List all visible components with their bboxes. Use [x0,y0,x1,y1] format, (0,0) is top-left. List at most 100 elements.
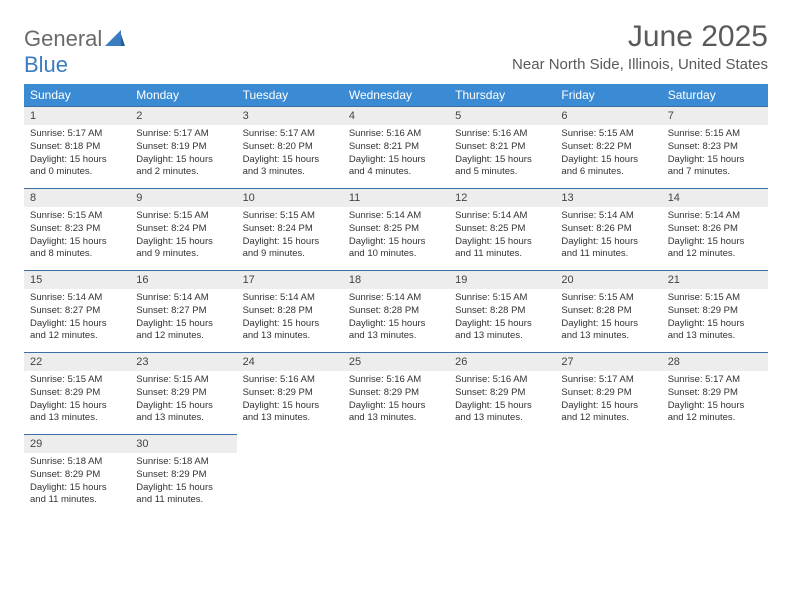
day-details: Sunrise: 5:17 AM Sunset: 8:29 PM Dayligh… [662,371,768,431]
calendar-day-cell: 12Sunrise: 5:14 AM Sunset: 8:25 PM Dayli… [449,188,555,270]
day-details: Sunrise: 5:15 AM Sunset: 8:28 PM Dayligh… [449,289,555,349]
day-number: 17 [237,270,343,289]
day-details: Sunrise: 5:14 AM Sunset: 8:26 PM Dayligh… [555,207,661,267]
calendar-day-cell: 28Sunrise: 5:17 AM Sunset: 8:29 PM Dayli… [662,352,768,434]
day-number: 14 [662,188,768,207]
day-number: 6 [555,106,661,125]
day-number: 30 [130,434,236,453]
calendar-day-cell: 26Sunrise: 5:16 AM Sunset: 8:29 PM Dayli… [449,352,555,434]
weekday-header: Monday [130,84,236,106]
day-number: 15 [24,270,130,289]
calendar-day-cell: 21Sunrise: 5:15 AM Sunset: 8:29 PM Dayli… [662,270,768,352]
calendar-day-cell: 16Sunrise: 5:14 AM Sunset: 8:27 PM Dayli… [130,270,236,352]
calendar-week-row: 15Sunrise: 5:14 AM Sunset: 8:27 PM Dayli… [24,270,768,352]
calendar-day-cell: .. [237,434,343,516]
calendar-day-cell: 14Sunrise: 5:14 AM Sunset: 8:26 PM Dayli… [662,188,768,270]
calendar-day-cell: 3Sunrise: 5:17 AM Sunset: 8:20 PM Daylig… [237,106,343,188]
day-number: 24 [237,352,343,371]
calendar-day-cell: .. [343,434,449,516]
day-number: 22 [24,352,130,371]
header: General Blue June 2025 Near North Side, … [24,20,768,78]
day-details: Sunrise: 5:15 AM Sunset: 8:24 PM Dayligh… [237,207,343,267]
weekday-header: Friday [555,84,661,106]
day-number: 23 [130,352,236,371]
day-details: Sunrise: 5:15 AM Sunset: 8:23 PM Dayligh… [662,125,768,185]
calendar-day-cell: 10Sunrise: 5:15 AM Sunset: 8:24 PM Dayli… [237,188,343,270]
calendar-table: SundayMondayTuesdayWednesdayThursdayFrid… [24,84,768,516]
calendar-day-cell: 25Sunrise: 5:16 AM Sunset: 8:29 PM Dayli… [343,352,449,434]
day-number: 26 [449,352,555,371]
calendar-week-row: 29Sunrise: 5:18 AM Sunset: 8:29 PM Dayli… [24,434,768,516]
day-details: Sunrise: 5:14 AM Sunset: 8:26 PM Dayligh… [662,207,768,267]
day-number: 7 [662,106,768,125]
weekday-header: Tuesday [237,84,343,106]
calendar-day-cell: 30Sunrise: 5:18 AM Sunset: 8:29 PM Dayli… [130,434,236,516]
logo-part2: Blue [24,52,68,77]
logo-sail-icon [105,33,125,50]
calendar-day-cell: 1Sunrise: 5:17 AM Sunset: 8:18 PM Daylig… [24,106,130,188]
calendar-day-cell: 18Sunrise: 5:14 AM Sunset: 8:28 PM Dayli… [343,270,449,352]
calendar-day-cell: 7Sunrise: 5:15 AM Sunset: 8:23 PM Daylig… [662,106,768,188]
day-details: Sunrise: 5:14 AM Sunset: 8:28 PM Dayligh… [343,289,449,349]
logo-text: General Blue [24,26,125,78]
day-number: 29 [24,434,130,453]
calendar-week-row: 8Sunrise: 5:15 AM Sunset: 8:23 PM Daylig… [24,188,768,270]
day-details: Sunrise: 5:15 AM Sunset: 8:23 PM Dayligh… [24,207,130,267]
calendar-head: SundayMondayTuesdayWednesdayThursdayFrid… [24,84,768,106]
calendar-day-cell: 4Sunrise: 5:16 AM Sunset: 8:21 PM Daylig… [343,106,449,188]
calendar-day-cell: 29Sunrise: 5:18 AM Sunset: 8:29 PM Dayli… [24,434,130,516]
day-number: 21 [662,270,768,289]
day-details: Sunrise: 5:16 AM Sunset: 8:29 PM Dayligh… [449,371,555,431]
day-number: 20 [555,270,661,289]
location: Near North Side, Illinois, United States [512,56,768,73]
calendar-day-cell: 20Sunrise: 5:15 AM Sunset: 8:28 PM Dayli… [555,270,661,352]
day-details: Sunrise: 5:17 AM Sunset: 8:29 PM Dayligh… [555,371,661,431]
weekday-header: Saturday [662,84,768,106]
day-number: 18 [343,270,449,289]
title-block: June 2025 Near North Side, Illinois, Uni… [512,20,768,73]
calendar-day-cell: 13Sunrise: 5:14 AM Sunset: 8:26 PM Dayli… [555,188,661,270]
day-details: Sunrise: 5:16 AM Sunset: 8:21 PM Dayligh… [449,125,555,185]
logo-part1: General [24,26,102,51]
day-details: Sunrise: 5:15 AM Sunset: 8:24 PM Dayligh… [130,207,236,267]
page: General Blue June 2025 Near North Side, … [0,0,792,516]
day-number: 13 [555,188,661,207]
calendar-week-row: 22Sunrise: 5:15 AM Sunset: 8:29 PM Dayli… [24,352,768,434]
weekday-header: Thursday [449,84,555,106]
logo: General Blue [24,26,125,78]
day-number: 3 [237,106,343,125]
day-number: 4 [343,106,449,125]
calendar-day-cell: 6Sunrise: 5:15 AM Sunset: 8:22 PM Daylig… [555,106,661,188]
day-number: 16 [130,270,236,289]
weekday-header: Wednesday [343,84,449,106]
day-number: 10 [237,188,343,207]
calendar-day-cell: 5Sunrise: 5:16 AM Sunset: 8:21 PM Daylig… [449,106,555,188]
day-number: 27 [555,352,661,371]
day-details: Sunrise: 5:15 AM Sunset: 8:28 PM Dayligh… [555,289,661,349]
day-details: Sunrise: 5:17 AM Sunset: 8:20 PM Dayligh… [237,125,343,185]
day-details: Sunrise: 5:16 AM Sunset: 8:21 PM Dayligh… [343,125,449,185]
calendar-body: 1Sunrise: 5:17 AM Sunset: 8:18 PM Daylig… [24,106,768,516]
day-number: 5 [449,106,555,125]
weekday-header: Sunday [24,84,130,106]
calendar-day-cell: 8Sunrise: 5:15 AM Sunset: 8:23 PM Daylig… [24,188,130,270]
day-details: Sunrise: 5:14 AM Sunset: 8:27 PM Dayligh… [130,289,236,349]
calendar-day-cell: 19Sunrise: 5:15 AM Sunset: 8:28 PM Dayli… [449,270,555,352]
day-details: Sunrise: 5:15 AM Sunset: 8:22 PM Dayligh… [555,125,661,185]
calendar-day-cell: .. [555,434,661,516]
day-details: Sunrise: 5:16 AM Sunset: 8:29 PM Dayligh… [237,371,343,431]
calendar-day-cell: 24Sunrise: 5:16 AM Sunset: 8:29 PM Dayli… [237,352,343,434]
day-number: 9 [130,188,236,207]
day-details: Sunrise: 5:17 AM Sunset: 8:18 PM Dayligh… [24,125,130,185]
day-number: 2 [130,106,236,125]
day-details: Sunrise: 5:18 AM Sunset: 8:29 PM Dayligh… [24,453,130,513]
day-number: 11 [343,188,449,207]
day-details: Sunrise: 5:17 AM Sunset: 8:19 PM Dayligh… [130,125,236,185]
calendar-day-cell: 23Sunrise: 5:15 AM Sunset: 8:29 PM Dayli… [130,352,236,434]
day-details: Sunrise: 5:15 AM Sunset: 8:29 PM Dayligh… [130,371,236,431]
day-number: 19 [449,270,555,289]
day-details: Sunrise: 5:15 AM Sunset: 8:29 PM Dayligh… [24,371,130,431]
day-details: Sunrise: 5:14 AM Sunset: 8:25 PM Dayligh… [449,207,555,267]
day-details: Sunrise: 5:14 AM Sunset: 8:28 PM Dayligh… [237,289,343,349]
calendar-day-cell: 9Sunrise: 5:15 AM Sunset: 8:24 PM Daylig… [130,188,236,270]
